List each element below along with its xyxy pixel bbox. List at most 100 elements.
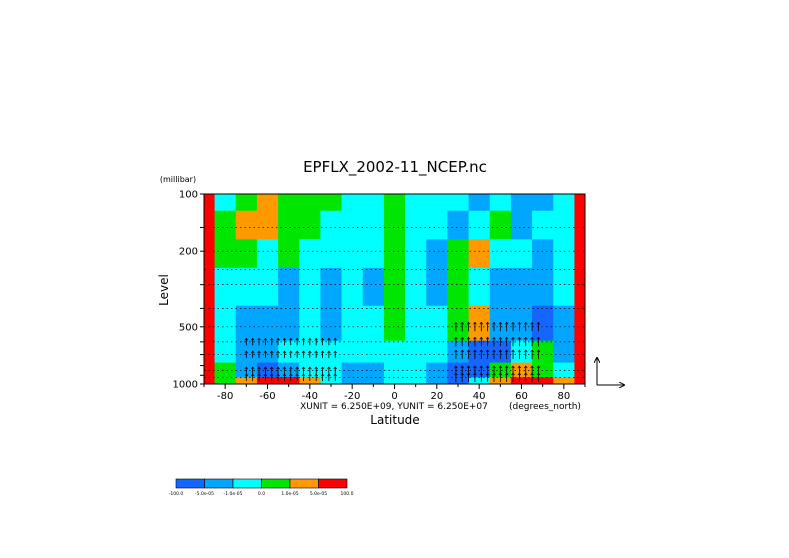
heatmap-cell (299, 239, 322, 269)
x-tick-label: 0 (391, 391, 397, 402)
heatmap-cell (278, 210, 300, 240)
flux-vector-head (454, 336, 458, 340)
heatmap-cell (489, 210, 512, 240)
heatmap-cell (489, 267, 512, 307)
heatmap-cell (447, 305, 470, 342)
heatmap-cell (204, 194, 216, 212)
heatmap-cell (278, 239, 300, 269)
heatmap-cell (204, 267, 216, 307)
y-tick-label: 1000 (173, 380, 198, 391)
heatmap-cell (553, 377, 576, 384)
heatmap-cell (320, 305, 343, 342)
ep-flux-vectors (244, 321, 541, 383)
flux-vector-head (333, 337, 338, 341)
heatmap-cell (447, 340, 470, 364)
flux-vector-head (473, 321, 477, 325)
flux-vector-head (466, 372, 471, 376)
heatmap-cell (574, 194, 585, 212)
x-tick-label: -60 (259, 391, 275, 402)
flux-vector-head (454, 365, 458, 369)
heatmap-cell (383, 194, 406, 212)
flux-vector-head (492, 321, 496, 325)
flux-vector-head (536, 321, 541, 325)
colorbar-swatch (175, 478, 205, 489)
y-tick-label: 500 (179, 322, 198, 333)
flux-vector-head (473, 349, 477, 353)
heatmap-cell (214, 267, 237, 307)
heatmap-cell (299, 210, 322, 240)
heatmap-cell (574, 362, 585, 378)
heatmap-cell (405, 305, 427, 342)
flux-vector-head (263, 366, 268, 370)
flux-vector-head (333, 373, 338, 377)
colorbar-label: -5.0e-05 (195, 491, 214, 497)
colorbar-swatch (204, 478, 234, 489)
colorbar-label: 0.0 (258, 491, 265, 497)
flux-vector-head (511, 321, 515, 325)
flux-vector-head (504, 336, 509, 340)
flux-vector-head (301, 373, 306, 377)
heatmap-cell (553, 305, 576, 342)
heatmap-cell (532, 239, 554, 269)
heatmap-cell (383, 340, 406, 364)
level-lines (204, 227, 585, 378)
heatmap-cell (383, 377, 406, 384)
heatmap-cell (235, 305, 258, 342)
heatmap-cell (204, 340, 216, 364)
heatmap-cell (553, 210, 576, 240)
flux-vector-head (250, 366, 255, 370)
flux-vector-head (289, 366, 293, 370)
flux-vector-head (250, 337, 255, 341)
flux-vector-head (523, 321, 528, 325)
heatmap-cell (426, 305, 449, 342)
flux-vector-head (492, 372, 496, 376)
heatmap-cell (468, 305, 491, 342)
flux-vector-head (269, 337, 274, 341)
flux-vector-head (504, 349, 509, 353)
heatmap-cell (468, 340, 491, 364)
flux-vector-head (282, 373, 287, 377)
chart-title: EPFLX_2002-11_NCEP.nc (303, 158, 487, 177)
x-axis: -80 -60 -40 -20 0 20 40 60 80 (203, 384, 586, 402)
heatmap-cell (299, 305, 322, 342)
heatmap-cell (256, 340, 279, 364)
x-units-label: (degrees_north) (509, 402, 581, 412)
heatmap-cell (341, 305, 364, 342)
colorbar-swatch (289, 478, 319, 489)
heatmap-cell (299, 267, 322, 307)
heatmap-cell (256, 377, 279, 384)
flux-vector-head (511, 349, 515, 353)
flux-vector-head (320, 366, 325, 370)
heatmap-cell (574, 377, 585, 384)
heatmap-cell (510, 377, 533, 384)
heatmap-cell (405, 377, 427, 384)
heatmap-cell (532, 267, 554, 307)
colorbar-label: -1.0e-05 (224, 491, 243, 497)
flux-vector-head (517, 365, 522, 369)
flux-vector-head (485, 365, 490, 369)
heatmap-cell (510, 267, 533, 307)
flux-vector-head (460, 372, 465, 376)
colorbar: -100.0 -5.0e-05 -1.0e-05 0.0 1.0e-05 5.0e-05 1… (169, 478, 354, 497)
heatmap-cell (362, 305, 385, 342)
x-tick-label: -40 (302, 391, 318, 402)
heatmap-cell (510, 239, 533, 269)
flux-vector-head (289, 337, 293, 341)
heatmap-cell (447, 362, 470, 378)
heatmap-cell (278, 377, 300, 384)
flux-vector-head (504, 321, 509, 325)
heatmap-cell (362, 210, 385, 240)
flux-vector-head (244, 373, 249, 377)
flux-vector-head (263, 373, 268, 377)
flux-vector-head (511, 365, 515, 369)
flux-vector-head (492, 365, 496, 369)
flux-vector-head (257, 366, 261, 370)
heatmap-cell (468, 362, 491, 378)
heatmap-field (204, 194, 585, 384)
heatmap-cell (320, 267, 343, 307)
flux-vector-head (479, 365, 484, 369)
flux-vector-head (301, 366, 306, 370)
heatmap-cell (510, 210, 533, 240)
heatmap-cell (405, 194, 427, 212)
